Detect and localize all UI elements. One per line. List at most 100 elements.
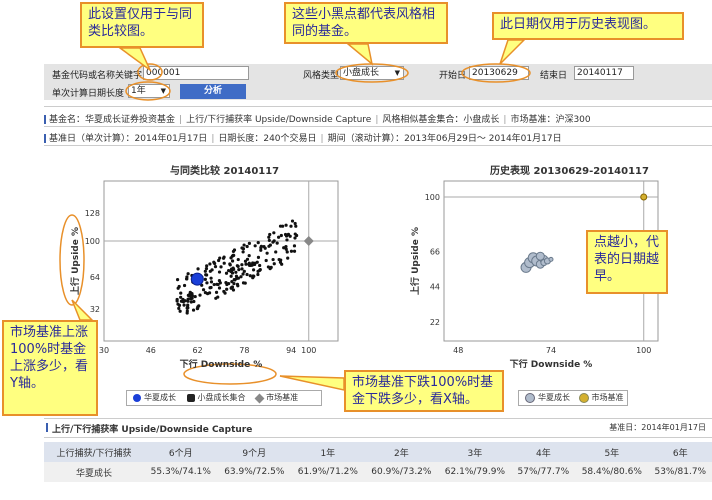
legend-fund-history: 华夏成长 bbox=[538, 393, 570, 402]
peer-fund-point bbox=[245, 244, 249, 249]
peer-fund-point bbox=[217, 270, 222, 274]
peer-fund-point bbox=[285, 250, 289, 254]
peer-fund-point bbox=[271, 240, 275, 244]
peer-fund-point bbox=[241, 281, 246, 285]
peer-fund-point bbox=[205, 292, 210, 296]
peer-fund-point bbox=[267, 235, 271, 239]
benchmark-point bbox=[640, 193, 648, 201]
peer-fund-point bbox=[272, 262, 276, 266]
peer-fund-point bbox=[185, 309, 189, 313]
capture-table: 上行捕获/下行捕获 6个月 9个月 1年 2年 3年 4年 5年 6年 华夏成长… bbox=[44, 442, 712, 482]
peer-fund-point bbox=[259, 246, 263, 250]
peer-fund-point bbox=[290, 219, 295, 223]
fund-code-input[interactable]: 000001 bbox=[143, 66, 249, 80]
peer-fund-point bbox=[189, 300, 193, 304]
peer-fund-point bbox=[182, 303, 186, 307]
analyze-button[interactable]: 分析 bbox=[180, 84, 246, 99]
end-date-label: 结束日 bbox=[540, 71, 568, 81]
base-date-info: 基准日（单次计算）：2014年01月17日 bbox=[49, 134, 208, 144]
table-header-cell: 6年 bbox=[648, 442, 712, 462]
peer-fund-point bbox=[232, 281, 236, 286]
period-length-select[interactable]: 1年 ▼ bbox=[128, 84, 170, 98]
legend-fund: 华夏成长 bbox=[144, 393, 176, 402]
peer-fund-point bbox=[289, 224, 293, 228]
peer-fund-point bbox=[175, 278, 180, 282]
benchmark-legend-icon bbox=[254, 393, 265, 403]
peer-fund-point bbox=[229, 267, 234, 271]
table-header-cell: 2年 bbox=[364, 442, 439, 462]
peer-fund-point bbox=[209, 280, 214, 284]
y-axis-label: 上行 Upside % bbox=[409, 227, 421, 295]
peer-fund-point bbox=[245, 257, 250, 261]
peer-comparison-chart: 30 46 62 78 94 100 32 64 100 128 下行 Downside % 上行 U… bbox=[69, 180, 339, 370]
peer-fund-point bbox=[293, 236, 297, 240]
end-date-input[interactable]: 20140117 bbox=[574, 66, 634, 80]
peer-fund-point bbox=[279, 233, 283, 238]
peer-fund-point bbox=[178, 309, 182, 313]
peer-fund-point bbox=[218, 256, 222, 260]
peer-fund-point bbox=[203, 269, 207, 273]
annotation-circle-xlabel bbox=[183, 363, 277, 385]
peer-fund-point bbox=[277, 235, 281, 239]
table-cell: 55.3%/74.1% bbox=[144, 462, 218, 482]
peer-fund-point bbox=[278, 224, 283, 228]
x-tick-label: 94 bbox=[286, 346, 296, 355]
capture-section-title: 上行/下行捕获率 Upside/Downside Capture bbox=[52, 425, 253, 435]
peer-fund-point bbox=[190, 293, 194, 298]
fund-name-info: 基金名：华夏成长证券投资基金 bbox=[49, 115, 176, 125]
legend-peer: 小盘成长集合 bbox=[197, 393, 246, 402]
peer-fund-point bbox=[256, 269, 260, 273]
peer-fund-point bbox=[232, 248, 237, 252]
peer-fund-point bbox=[282, 246, 286, 250]
callout-date-note: 此日期仅用于历史表现图。 bbox=[492, 12, 684, 40]
peer-fund-point bbox=[186, 297, 190, 301]
legend-benchmark: 市场基准 bbox=[266, 393, 299, 402]
peer-fund-point bbox=[231, 288, 236, 292]
peer-fund-point bbox=[222, 289, 226, 294]
style-type-select[interactable]: 小盘成长 ▼ bbox=[340, 66, 404, 80]
x-tick-label: 30 bbox=[99, 346, 109, 355]
peer-fund-point bbox=[229, 286, 233, 290]
peer-fund-point bbox=[230, 280, 234, 284]
start-date-input[interactable]: 20130629 bbox=[469, 66, 529, 80]
divider bbox=[44, 126, 712, 127]
peer-fund-point bbox=[204, 267, 209, 271]
peer-fund-point bbox=[277, 257, 281, 262]
peer-fund-point bbox=[242, 269, 246, 273]
annotation-circle-code bbox=[137, 63, 163, 81]
peer-fund-point bbox=[245, 272, 249, 277]
period-info: 期间（滚动计算）：2013年06月29日～ 2014年01月17日 bbox=[327, 134, 562, 144]
peer-fund-point bbox=[284, 247, 288, 251]
peer-fund-point bbox=[247, 241, 251, 245]
benchmark-point bbox=[303, 236, 314, 246]
peer-fund-point bbox=[252, 268, 256, 272]
peer-legend-icon bbox=[186, 394, 195, 402]
benchmark-info: 市场基准：沪深300 bbox=[510, 115, 591, 125]
table-header-row: 上行捕获/下行捕获 6个月 9个月 1年 2年 3年 4年 5年 6年 bbox=[44, 442, 712, 462]
peer-fund-point bbox=[185, 277, 189, 281]
peer-fund-point bbox=[212, 282, 216, 287]
table-cell: 63.9%/72.5% bbox=[217, 462, 292, 482]
peer-fund-point bbox=[229, 274, 233, 278]
peer-fund-point bbox=[230, 271, 235, 275]
peer-fund-point bbox=[208, 269, 212, 273]
peer-fund-point bbox=[284, 223, 288, 227]
peer-fund-point bbox=[177, 303, 182, 307]
peer-fund-point bbox=[196, 267, 200, 271]
peer-fund-point bbox=[289, 249, 294, 253]
peer-fund-point bbox=[256, 241, 260, 245]
peer-fund-point bbox=[192, 299, 196, 304]
peer-fund-point bbox=[179, 291, 183, 295]
peer-fund-point bbox=[196, 306, 200, 310]
peer-fund-point bbox=[248, 274, 252, 278]
peer-fund-point bbox=[228, 262, 232, 266]
peer-fund-point bbox=[217, 279, 222, 283]
peer-fund-point bbox=[236, 257, 240, 262]
fund-legend-icon bbox=[525, 393, 535, 403]
y-axis-label: 上行 Upside % bbox=[69, 227, 81, 295]
peer-fund-point bbox=[179, 295, 183, 299]
peer-fund-point bbox=[293, 221, 297, 226]
peer-fund-point bbox=[286, 232, 291, 236]
peer-fund-point bbox=[186, 293, 190, 297]
peer-fund-point bbox=[253, 244, 257, 248]
